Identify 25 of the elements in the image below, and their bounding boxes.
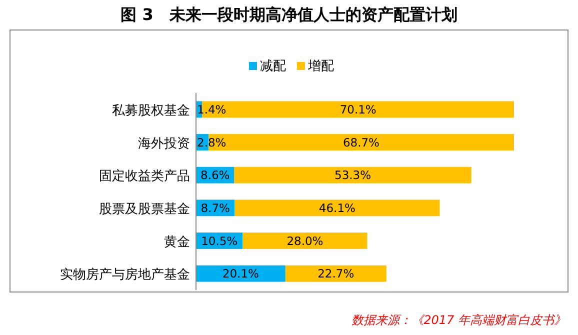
bar: [242, 232, 368, 249]
data-label: 22.7%: [318, 266, 354, 281]
data-label: 28.0%: [286, 234, 324, 248]
data-label: 8.6%: [200, 168, 230, 182]
data-label: 8.7%: [200, 200, 230, 215]
y-tick-label: 海外投资: [138, 136, 190, 152]
data-label: 53.3%: [334, 168, 372, 182]
bar: [196, 265, 286, 282]
y-tick-label: 黄金: [164, 234, 190, 250]
bar: [234, 200, 440, 216]
data-label: 46.1%: [318, 200, 356, 215]
y-tick-label: 股票及股票基金: [99, 202, 190, 217]
bar: [234, 166, 472, 184]
legend-label: 增配: [307, 59, 334, 74]
data-label: 10.5%: [201, 234, 238, 248]
legend-label: 减配: [260, 59, 286, 74]
data-label: 68.7%: [342, 135, 380, 150]
y-tick-label: 私募股权基金: [112, 103, 190, 118]
source-note: 数据来源：《2017 年高端财富白皮书》: [352, 313, 566, 327]
y-tick-label: 固定收益类产品: [99, 169, 190, 184]
chart-title: 图 3 未来一段时期高净值人士的资产配置计划: [120, 5, 458, 24]
bar: [285, 265, 386, 282]
data-label: 20.1%: [222, 266, 260, 281]
data-label: 70.1%: [340, 102, 376, 116]
y-tick-label: 实物房产与房地产基金: [60, 266, 190, 283]
